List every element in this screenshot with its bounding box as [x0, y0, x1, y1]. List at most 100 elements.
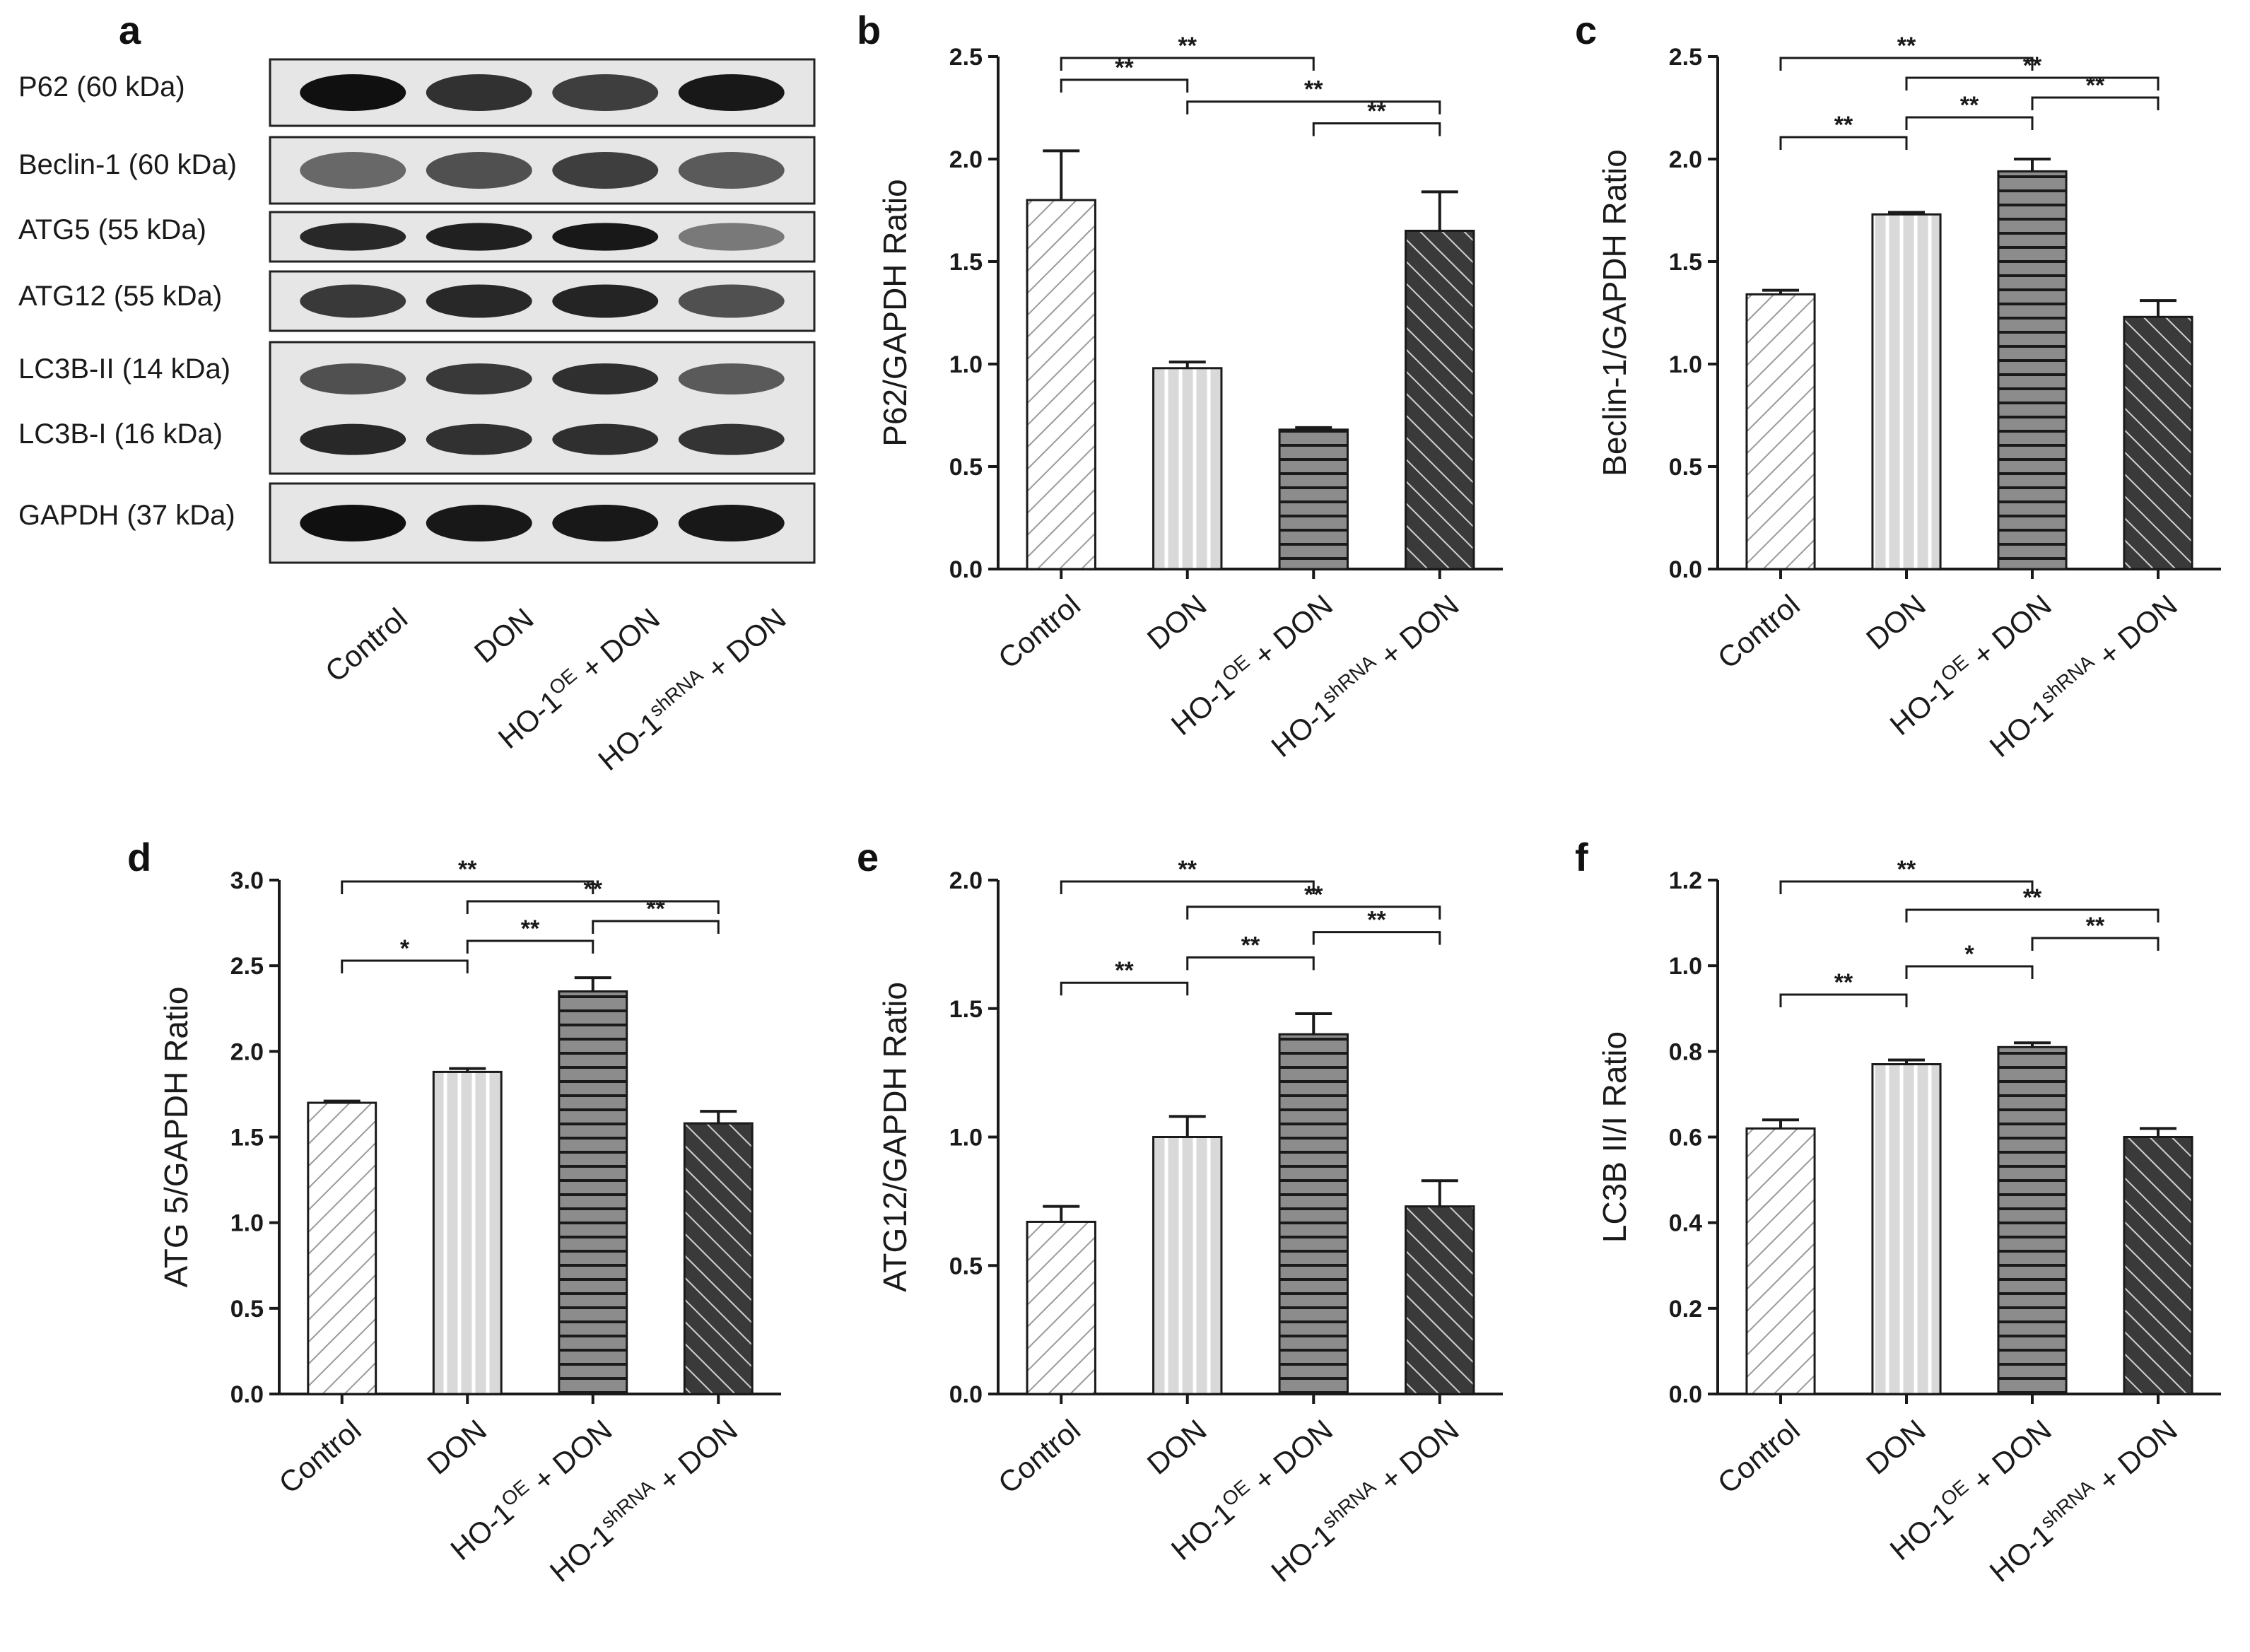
y-tick-label-6: 1.2 [1669, 867, 1702, 894]
blot-band-0-lane-1 [426, 74, 532, 111]
chart-f-category-label-0: Control [1711, 1413, 1806, 1500]
significance-label-3: ** [1367, 98, 1386, 125]
blot-label-1: Beclin-1 (60 kDa) [18, 149, 237, 180]
y-tick-label-3: 1.5 [230, 1125, 264, 1152]
blot-band-4-lane-2 [552, 363, 659, 395]
blot-label-4: LC3B-II (14 kDa) [18, 353, 230, 385]
significance-bracket-2 [2031, 937, 2160, 951]
chart-f-category-label-1: DON [1860, 1413, 1932, 1481]
category-label-base: DON [1860, 588, 1932, 656]
bar-2 [1278, 1033, 1349, 1395]
bar-1 [432, 1070, 503, 1395]
blot-band-5-lane-3 [678, 423, 785, 455]
y-tick-label-1: 0.5 [1669, 454, 1702, 481]
y-tick-label-1: 0.5 [949, 1253, 983, 1279]
significance-bracket-4 [1779, 136, 1908, 150]
category-label-tail: + DON [694, 602, 792, 691]
significance-label-1: ** [2023, 884, 2042, 911]
blot-band-3-lane-1 [426, 284, 532, 318]
significance-label-0: ** [1897, 33, 1916, 59]
chart-e-category-label-1: DON [1141, 1413, 1213, 1481]
y-tick-label-1: 0.5 [949, 454, 983, 481]
chart-panel-c: c 0.0 0.5 1.0 1.5 2.0 2.5 Beclin-1/GAPDH Ratio… [1575, 8, 2221, 763]
category-label-sup: shRNA [2037, 650, 2099, 708]
bar-1 [1152, 1136, 1223, 1395]
y-tick-label-5: 2.5 [949, 44, 983, 71]
significance-label-4: ** [1115, 957, 1134, 984]
chart-e-category-label-0: Control [992, 1413, 1086, 1500]
significance-label-3: * [1964, 941, 1974, 968]
blot-band-2-lane-3 [678, 223, 785, 251]
category-label-tail: + DON [1241, 588, 1339, 678]
significance-bracket-1 [1186, 906, 1441, 920]
category-label-tail: + DON [1367, 1413, 1465, 1503]
y-tick-label-5: 2.5 [1669, 44, 1702, 71]
category-label-base: DON [468, 602, 540, 669]
significance-bracket-3 [1905, 965, 2034, 979]
significance-label-3: ** [521, 915, 540, 942]
y-tick-label-2: 1.0 [949, 1125, 983, 1152]
chart-b-category-label-1: DON [1141, 588, 1213, 656]
blot-band-0-lane-0 [300, 74, 406, 111]
chart-panel-d: d 0.0 0.5 1.0 1.5 2.0 2.5 3.0 ATG 5/GAPDH Ratio… [127, 835, 781, 1588]
blot-band-3-lane-3 [678, 284, 785, 318]
bar-2 [1997, 170, 2068, 570]
category-label-tail: + DON [2085, 1413, 2183, 1503]
y-tick-label-5: 1.0 [1669, 953, 1702, 980]
bar-0 [1026, 1220, 1096, 1395]
significance-label-2: ** [1367, 907, 1386, 934]
y-tick-label-0: 0.0 [1669, 556, 1702, 583]
bar-0 [1026, 199, 1096, 570]
y-tick-label-0: 0.0 [230, 1381, 264, 1408]
significance-bracket-4 [1779, 993, 1908, 1007]
category-label-base: Control [1711, 1413, 1806, 1500]
y-tick-label-3: 1.5 [949, 249, 983, 276]
significance-bracket-1 [1060, 78, 1189, 93]
blot-band-5-lane-1 [426, 423, 532, 455]
chart-panel-b: b 0.0 0.5 1.0 1.5 2.0 2.5 P62/GAPDH Ratio Contr… [857, 8, 1503, 763]
bar-3 [1405, 1205, 1475, 1395]
significance-bracket-0 [1779, 57, 2034, 71]
bar-2 [1997, 1045, 2068, 1395]
significance-label-4: * [400, 935, 410, 962]
blot-band-6-lane-2 [552, 505, 659, 541]
y-axis-title: P62/GAPDH Ratio [877, 179, 913, 446]
blot-band-4-lane-1 [426, 363, 532, 395]
significance-label-4: ** [1834, 112, 1853, 139]
bar-0 [307, 1101, 377, 1395]
y-tick-label-0: 0.0 [949, 556, 983, 583]
category-label-base: DON [421, 1413, 493, 1481]
significance-label-1: ** [584, 876, 603, 903]
blot-band-4-lane-3 [678, 363, 785, 395]
significance-label-2: ** [2086, 913, 2105, 939]
category-label-tail: + DON [1367, 588, 1465, 678]
bar-3 [683, 1122, 754, 1395]
chart-c-category-label-1: DON [1860, 588, 1932, 656]
category-label-base: Control [992, 1413, 1086, 1500]
significance-bracket-3 [1312, 122, 1441, 136]
blot-band-1-lane-0 [300, 152, 406, 189]
western-blot-panel: a P62 (60 kDa) Beclin-1 (60 kDa) ATG5 (55 … [18, 8, 816, 777]
blot-band-1-lane-3 [678, 152, 785, 189]
chart-c-category-label-0: Control [1711, 588, 1806, 675]
category-label-base: DON [1860, 1413, 1932, 1481]
blot-band-4-lane-0 [300, 363, 406, 395]
chart-d-category-label-1: DON [421, 1413, 493, 1481]
category-label-base: DON [1141, 1413, 1213, 1481]
blot-band-0-lane-2 [552, 74, 659, 111]
y-tick-label-4: 2.0 [230, 1038, 264, 1065]
y-tick-label-4: 2.0 [949, 146, 983, 173]
significance-bracket-4 [341, 959, 469, 973]
y-tick-label-2: 1.0 [1669, 351, 1702, 378]
significance-bracket-3 [1186, 956, 1315, 971]
y-axis-title: ATG12/GAPDH Ratio [877, 982, 913, 1292]
blot-label-0: P62 (60 kDa) [18, 71, 185, 102]
panel-letter-d: d [127, 835, 151, 879]
blot-label-2: ATG5 (55 kDa) [18, 214, 206, 245]
y-tick-label-6: 3.0 [230, 867, 264, 894]
significance-label-2: ** [2086, 72, 2105, 99]
chart-panel-f: f 0.0 0.2 0.4 0.6 0.8 1.0 1.2 LC3B II/I Ratio Co… [1575, 835, 2221, 1588]
significance-bracket-2 [1186, 100, 1441, 115]
significance-bracket-2 [592, 920, 720, 934]
